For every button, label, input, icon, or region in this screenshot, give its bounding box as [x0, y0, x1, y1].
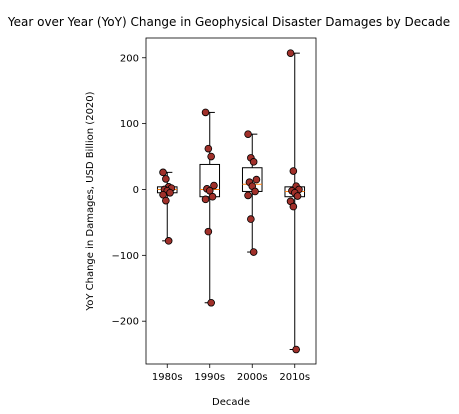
data-point	[293, 192, 302, 200]
y-tick-label: 200	[120, 53, 139, 64]
data-point	[249, 158, 258, 166]
data-point	[201, 195, 210, 204]
data-points	[159, 49, 303, 354]
data-point	[244, 191, 252, 200]
data-point	[292, 345, 300, 354]
data-point	[289, 202, 298, 211]
box-plots	[156, 52, 306, 351]
y-tick-label: 0	[133, 185, 139, 196]
x-axis-label: Decade	[212, 397, 250, 408]
x-tick-label: 1980s	[152, 372, 183, 383]
chart-title: Year over Year (YoY) Change in Geophysic…	[7, 15, 450, 29]
x-tick-label: 1990s	[194, 372, 225, 383]
x-axis: 1980s 1990s 2000s 2010s	[152, 364, 310, 383]
data-point	[210, 181, 218, 190]
data-point	[207, 152, 215, 161]
data-point	[166, 188, 174, 197]
data-point	[162, 175, 170, 183]
data-point	[289, 167, 298, 175]
data-point	[162, 196, 170, 205]
data-point	[159, 168, 167, 177]
y-axis: −200 −100 0 100 200	[112, 53, 146, 328]
data-point	[204, 227, 213, 236]
data-point	[286, 49, 295, 57]
data-point	[251, 187, 259, 196]
data-point	[201, 108, 210, 117]
box-1980s	[156, 171, 178, 242]
data-point	[164, 237, 173, 245]
y-axis-label: YoY Change in Damages, USD Billion (2020…	[85, 91, 96, 311]
data-point	[207, 298, 215, 307]
data-point	[244, 130, 252, 138]
data-point	[247, 215, 255, 223]
box-1990s	[199, 111, 221, 304]
plot-area	[145, 37, 317, 365]
data-point	[249, 248, 258, 256]
y-tick-label: −100	[112, 251, 139, 262]
data-point	[252, 175, 261, 184]
x-tick-label: 2010s	[279, 372, 310, 383]
data-point	[208, 192, 217, 201]
y-tick-label: 100	[120, 119, 139, 130]
y-tick-label: −200	[112, 317, 139, 328]
data-point	[204, 144, 213, 153]
x-tick-label: 2000s	[237, 372, 268, 383]
